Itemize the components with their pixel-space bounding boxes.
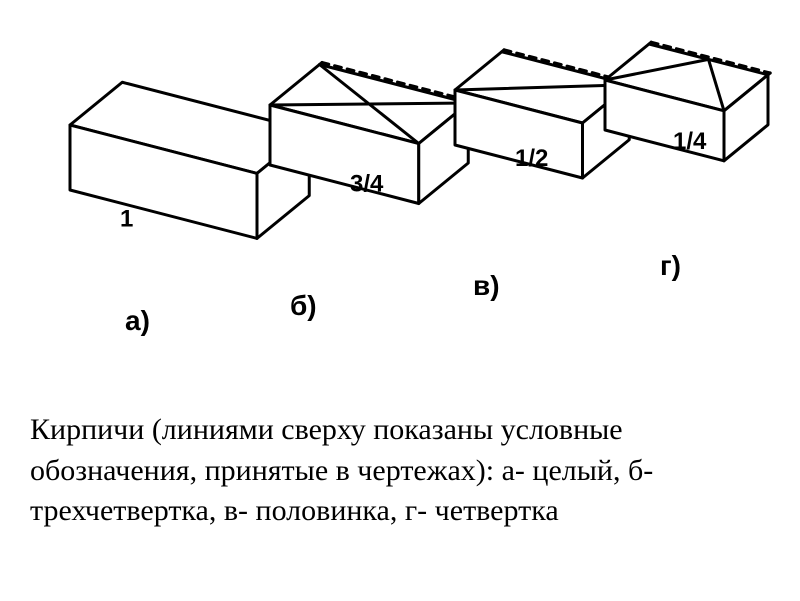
svg-text:3/4: 3/4 xyxy=(350,171,384,198)
svg-text:г): г) xyxy=(660,250,681,281)
svg-text:1: 1 xyxy=(120,205,133,232)
brick-diagram: 1 а) 3/4 б) 1/2 в) 1/4 г) xyxy=(0,0,800,390)
svg-text:1/4: 1/4 xyxy=(673,128,707,155)
caption-text: Кирпичи (линиями сверху показаны условны… xyxy=(30,410,770,532)
svg-text:1/2: 1/2 xyxy=(515,145,548,172)
svg-text:в): в) xyxy=(473,270,500,301)
svg-text:а): а) xyxy=(125,305,150,336)
svg-text:б): б) xyxy=(290,290,317,321)
